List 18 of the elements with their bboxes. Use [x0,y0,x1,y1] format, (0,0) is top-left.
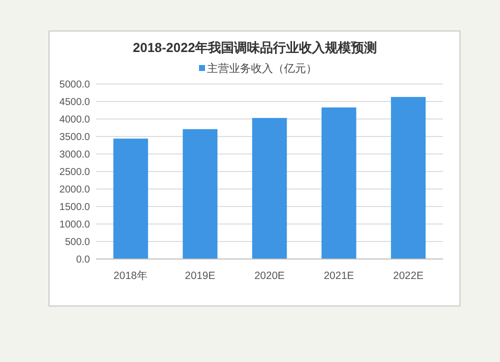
y-tick-label: 4500.0 [59,97,90,108]
x-tick-label: 2021E [324,270,354,282]
x-tick-label: 2020E [254,270,285,282]
legend-label: 主营业务收入（亿元） [207,62,317,75]
y-tick-label: 0.0 [76,254,90,266]
y-tick-label: 2500.0 [59,167,90,178]
y-tick-label: 2000.0 [59,184,90,196]
x-tick-label: 2022E [393,270,424,282]
y-tick-label: 3500.0 [59,132,90,143]
x-tick-label: 2019E [184,270,216,282]
y-tick-label: 3000.0 [59,150,90,160]
x-tick-label: 2018年 [114,270,148,282]
y-tick-label: 4000.0 [59,114,90,126]
y-tick-label: 1000.0 [59,220,90,230]
y-tick-label: 1500.0 [59,202,90,213]
y-tick-label: 5000.0 [59,80,90,90]
chart-title: 2018-2022年我国调味品行业收入规模预测 [132,40,378,55]
y-tick-label: 500.0 [64,237,90,248]
